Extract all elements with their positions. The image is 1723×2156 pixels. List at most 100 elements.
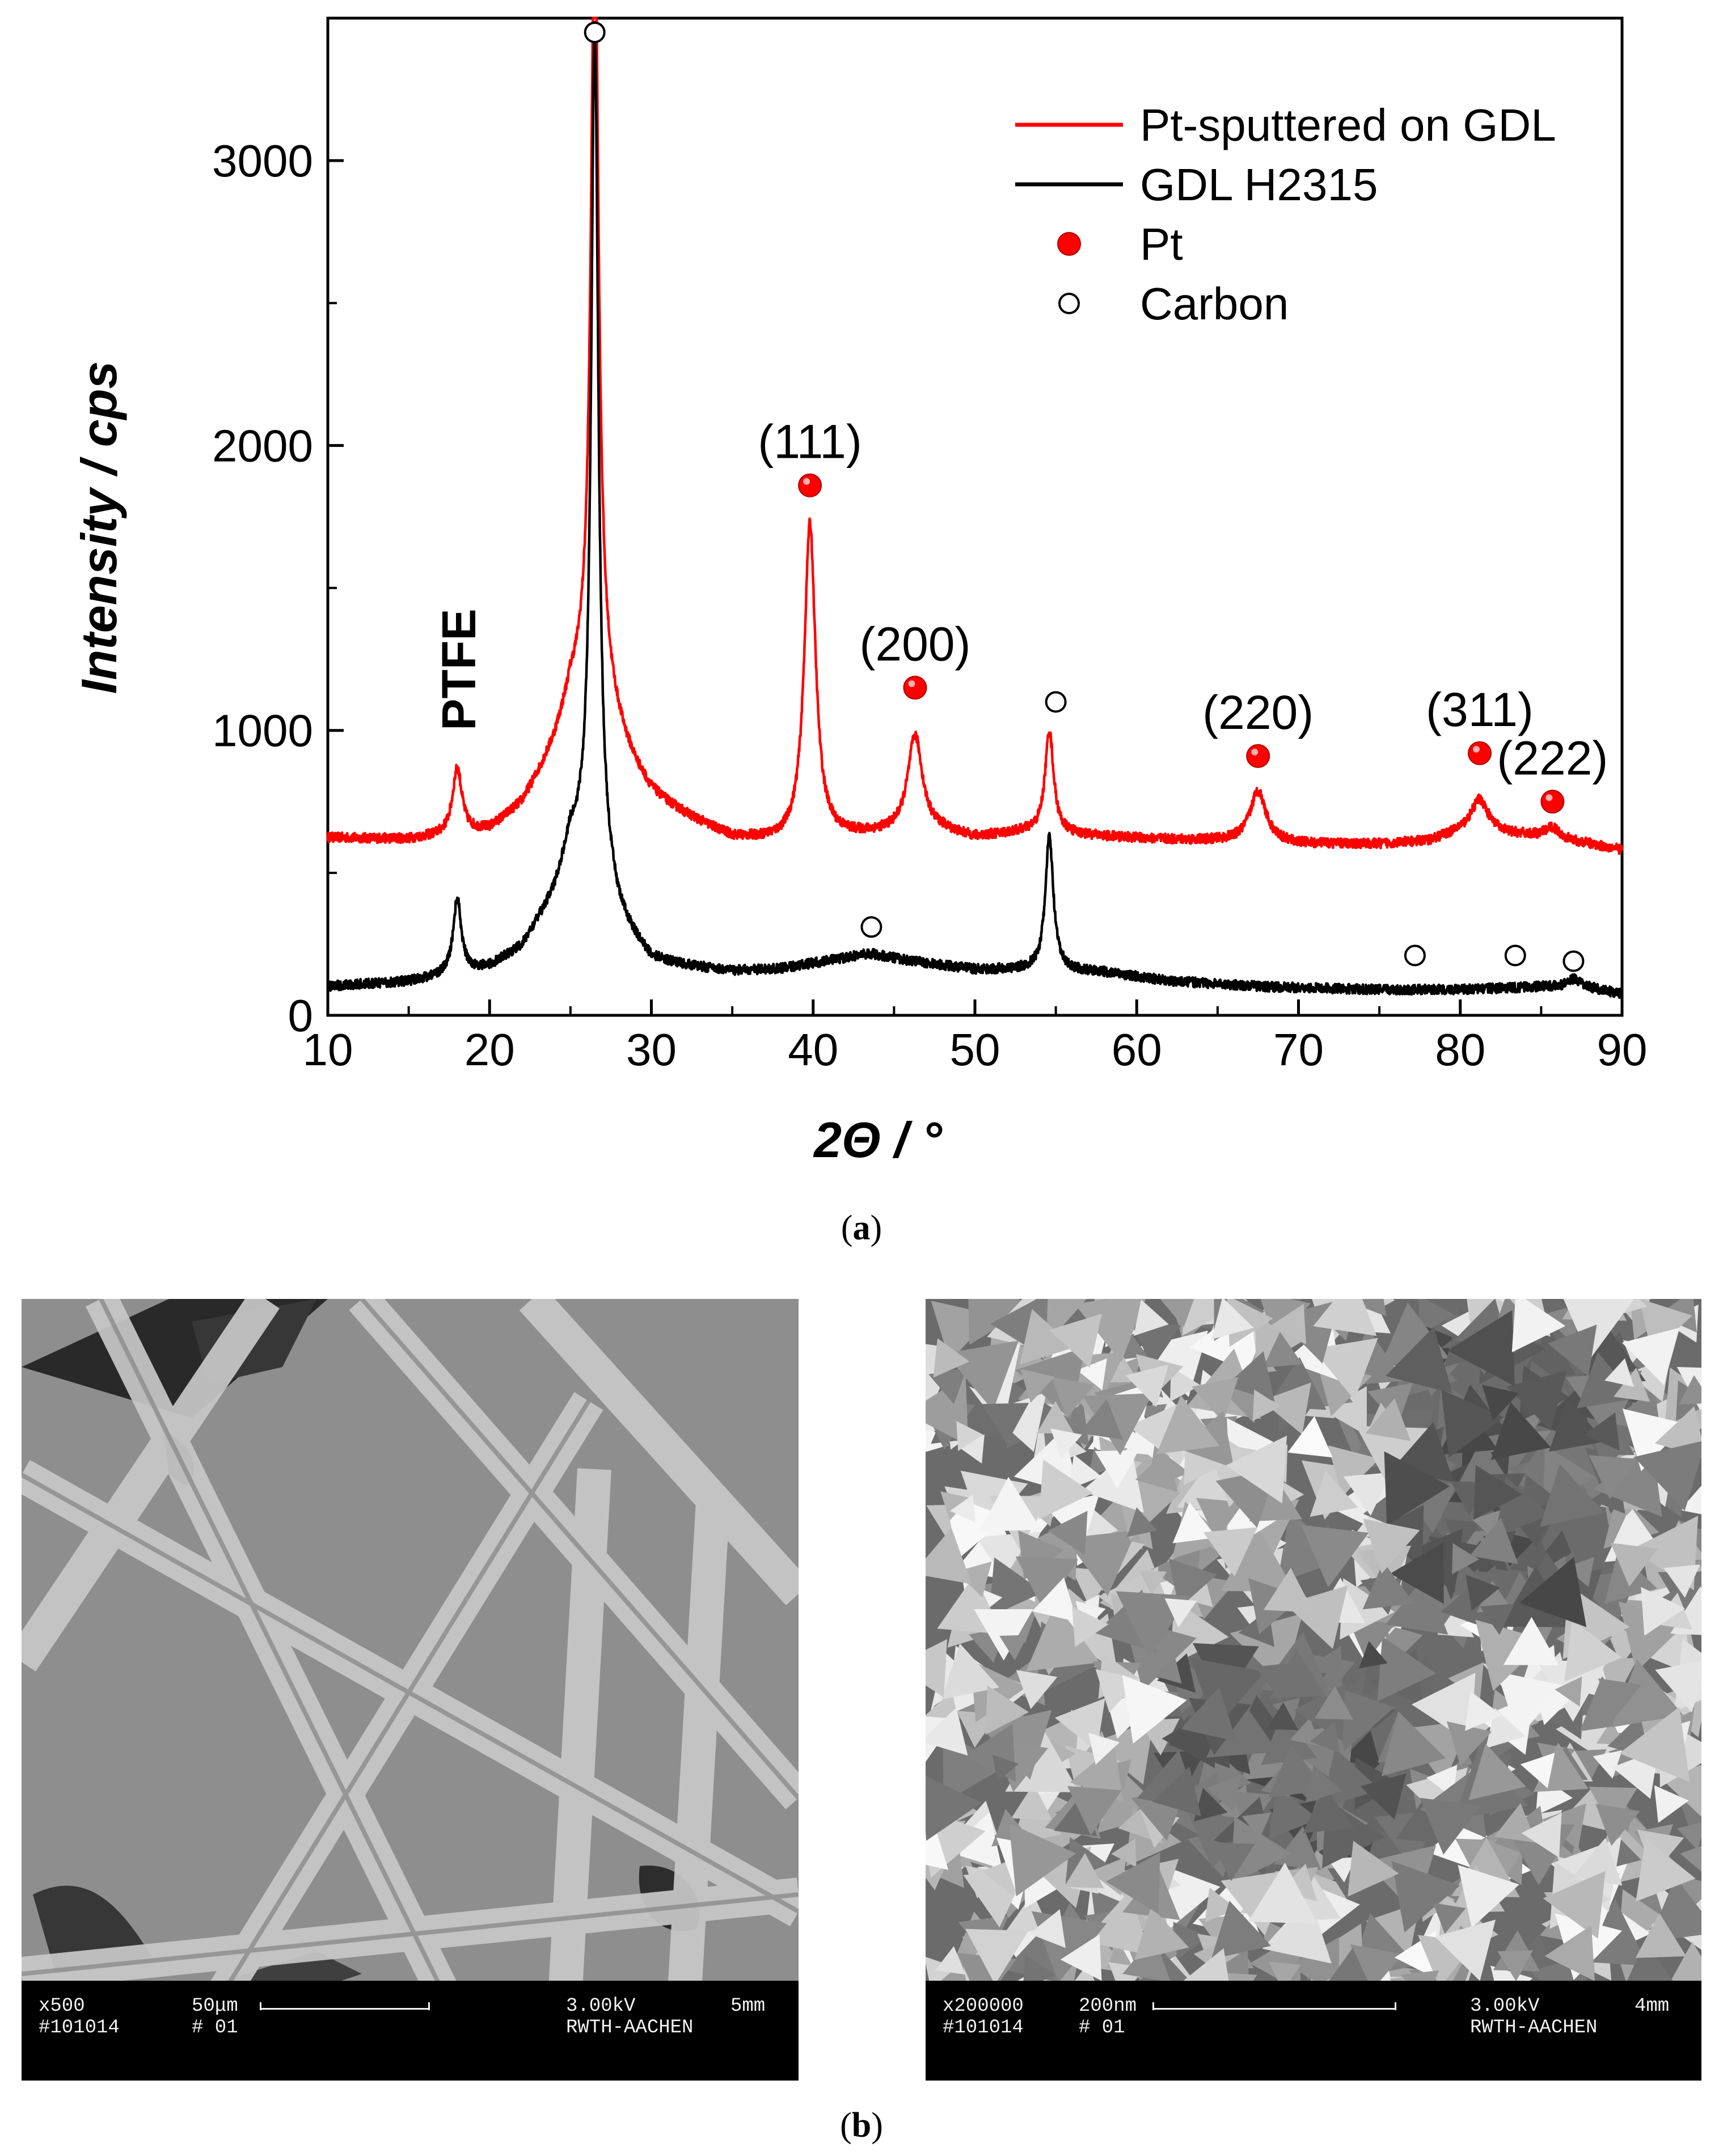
pt-marker-highlight	[1251, 748, 1259, 756]
crystal	[1130, 1322, 1181, 1368]
crystal	[1490, 1402, 1551, 1460]
y-tick-label: 1000	[212, 706, 313, 756]
crystal	[1019, 1309, 1074, 1365]
crystal	[989, 1557, 1044, 1618]
x-axis-label: 2Θ / °	[813, 1112, 943, 1168]
crystal	[1156, 1395, 1220, 1454]
sem-sample-id: #101014	[39, 2017, 120, 2039]
crystal	[940, 1491, 970, 1521]
x-tick-label: 30	[626, 1024, 677, 1075]
crystal	[1584, 1412, 1620, 1451]
crystal	[1067, 1786, 1122, 1836]
crystal	[1220, 1526, 1295, 1592]
crystal	[1225, 1351, 1275, 1402]
crystal	[1020, 1369, 1055, 1403]
crystal	[1072, 1606, 1109, 1647]
crystal	[1054, 1795, 1098, 1837]
crystal	[1611, 1659, 1683, 1728]
marker-layer: (111) (200) (220) (311)(222) PTFE	[432, 22, 1608, 972]
pt-marker-highlight	[803, 478, 810, 485]
crystal	[982, 1403, 1029, 1444]
crystal	[1069, 1454, 1102, 1490]
y-axis: 0 1000 2000 3000	[212, 136, 344, 1041]
crystal	[1619, 1706, 1690, 1782]
sem-magnification: x500	[39, 1995, 85, 2017]
crystal	[985, 1685, 1029, 1735]
crystal	[1437, 1604, 1474, 1638]
sem-info-bar: x500 50μm 3.00kV 5mm #101014 # 01 RWTH-A…	[22, 1981, 799, 2081]
crystal	[1418, 1299, 1454, 1336]
crystal	[1135, 1449, 1179, 1492]
crystal	[1274, 1826, 1321, 1871]
crystal	[1360, 1773, 1407, 1820]
crystal	[1262, 1919, 1288, 1947]
crystal	[1305, 1765, 1342, 1803]
x-tick-label: 80	[1435, 1024, 1485, 1075]
carbon-marker	[1562, 950, 1585, 972]
y-axis-label: Intensity / cps	[71, 361, 127, 694]
sem-sample-id: #101014	[943, 2017, 1024, 2039]
crystal	[1127, 1507, 1158, 1537]
x-tick-label: 20	[464, 1024, 515, 1075]
crystal	[1604, 1358, 1635, 1387]
crystal	[1621, 1327, 1680, 1385]
crystal	[1227, 1299, 1273, 1347]
crystal	[1032, 1577, 1078, 1622]
crystal	[1152, 1655, 1182, 1684]
crystal-micrograph	[926, 1299, 1701, 2081]
crystal	[1173, 1922, 1208, 1960]
crystal	[1266, 1702, 1299, 1731]
carbon-marker	[1404, 944, 1426, 967]
crystal	[1328, 1445, 1380, 1497]
crystal	[1077, 1358, 1107, 1390]
crystal	[1452, 1543, 1479, 1575]
crystal	[1048, 1511, 1088, 1555]
crystal	[1038, 1459, 1093, 1520]
crystal	[1313, 1299, 1377, 1336]
crystal	[1593, 1750, 1623, 1779]
pt-marker	[1246, 744, 1270, 768]
carbon-marker	[584, 22, 606, 44]
carbon-marker	[860, 916, 882, 938]
legend-pt-swatch	[1057, 232, 1081, 256]
crystal	[1497, 1950, 1533, 1982]
crystal	[1049, 1314, 1102, 1368]
crystal	[1051, 1377, 1095, 1419]
crystal	[1205, 1887, 1238, 1922]
crystal	[926, 1775, 982, 1841]
crystal	[1164, 1598, 1197, 1628]
crystal	[1206, 1693, 1278, 1758]
crystal	[1391, 1860, 1460, 1933]
crystal	[974, 1609, 1033, 1661]
crystal	[1079, 1399, 1123, 1440]
crystal	[965, 1929, 1029, 1985]
peak-label: (200)	[859, 617, 970, 670]
crystal	[1261, 1382, 1311, 1435]
crystal	[1011, 1783, 1053, 1821]
crystal	[1522, 1328, 1576, 1375]
crystal	[1444, 1519, 1481, 1553]
sem-image-fibers: x500 50μm 3.00kV 5mm #101014 # 01 RWTH-A…	[22, 1299, 799, 2081]
legend-carbon-swatch	[1058, 293, 1080, 314]
crystal	[1026, 1603, 1100, 1672]
crystal	[1447, 1310, 1515, 1387]
crystal	[1310, 1722, 1340, 1753]
crystal	[1363, 1518, 1420, 1574]
sem-scale-label: 50μm	[192, 1995, 238, 2017]
crystal	[1521, 1812, 1562, 1858]
crystal	[1343, 1472, 1391, 1516]
crystal	[926, 1639, 947, 1698]
crystal	[956, 1421, 983, 1452]
carbon-marker	[1504, 944, 1526, 967]
crystal	[1122, 1675, 1187, 1744]
x-tick-label: 40	[788, 1024, 838, 1075]
crystal	[1015, 1556, 1078, 1612]
crystal	[1341, 1730, 1382, 1770]
crystal	[1324, 1386, 1367, 1436]
crystal	[1547, 1324, 1597, 1377]
crystal	[1634, 1441, 1701, 1511]
sem-scale-bar	[260, 2002, 430, 2010]
crystal	[1348, 1841, 1399, 1897]
sem-voltage: 3.00kV	[1470, 1995, 1540, 2017]
crystal	[1482, 1385, 1519, 1421]
